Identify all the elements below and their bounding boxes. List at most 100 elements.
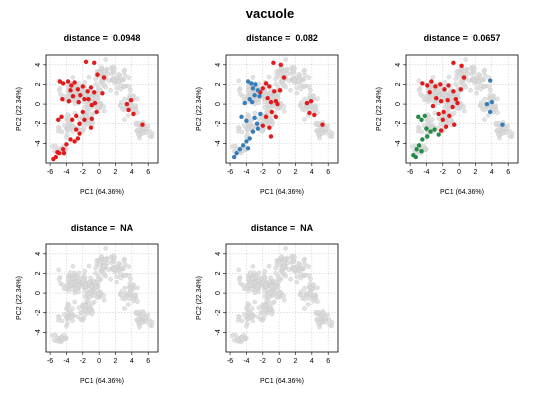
background-point <box>274 106 280 111</box>
plot-frame <box>45 243 159 353</box>
background-point <box>290 253 296 259</box>
background-point <box>281 293 286 298</box>
background-point <box>70 276 75 281</box>
data-point-red <box>265 96 270 101</box>
background-point <box>315 127 321 133</box>
data-point-green <box>428 129 433 134</box>
background-point <box>123 290 129 296</box>
data-point-red <box>440 117 445 123</box>
background-point <box>310 283 316 288</box>
data-point-red <box>443 124 449 129</box>
background-point <box>298 86 304 92</box>
data-point-red <box>267 125 272 130</box>
background-point <box>121 83 127 89</box>
background-point <box>149 131 155 136</box>
data-point-red <box>78 93 83 98</box>
background-point <box>122 96 127 102</box>
background-point <box>250 276 255 281</box>
panel-title: distance = NA <box>71 223 134 233</box>
data-point-blue <box>253 82 258 87</box>
data-point-red <box>74 127 79 132</box>
background-point <box>80 317 85 323</box>
x-tick-label: -2 <box>260 358 266 365</box>
background-point <box>453 76 458 82</box>
background-point <box>472 78 477 83</box>
background-point <box>315 316 321 322</box>
data-point-blue <box>234 150 239 156</box>
background-point <box>111 69 117 75</box>
background-point <box>236 78 242 84</box>
background-point <box>436 116 442 121</box>
background-point <box>267 279 273 284</box>
background-point <box>262 269 268 274</box>
background-point <box>301 258 307 263</box>
background-point <box>139 131 145 136</box>
background-point <box>262 104 268 110</box>
background-point <box>315 285 320 291</box>
background-point <box>66 276 72 282</box>
data-point-red <box>281 75 287 80</box>
data-point-red <box>451 89 456 94</box>
background-point <box>250 75 256 80</box>
background-point <box>439 121 444 127</box>
x-tick-label: -2 <box>80 169 86 176</box>
background-point <box>310 94 316 99</box>
data-point-red <box>131 111 136 117</box>
x-tick-label: -6 <box>47 358 53 365</box>
background-point <box>236 276 242 282</box>
background-point <box>448 94 454 100</box>
background-point <box>481 69 487 74</box>
plot-frame <box>225 54 339 164</box>
background-point <box>64 321 70 326</box>
data-point-red <box>65 79 71 84</box>
background-point <box>462 68 468 74</box>
background-point <box>116 72 122 77</box>
panel-title: distance = NA <box>251 223 314 233</box>
background-point <box>418 92 423 97</box>
background-point <box>145 123 151 129</box>
background-point <box>495 96 500 102</box>
background-point <box>86 109 91 115</box>
background-point <box>82 92 88 98</box>
background-point <box>308 87 313 93</box>
background-point <box>238 281 243 286</box>
background-point <box>478 103 484 109</box>
data-point-red <box>57 79 63 84</box>
background-point <box>250 264 256 269</box>
background-point <box>302 306 307 311</box>
background-point <box>132 292 138 297</box>
data-point-green <box>425 134 430 139</box>
background-point <box>236 317 241 323</box>
x-tick-label: -6 <box>227 169 233 176</box>
background-point <box>61 337 66 342</box>
x-tick-label: 2 <box>294 169 298 176</box>
data-point-red <box>94 109 99 115</box>
panel-title-label: distance = <box>246 33 290 43</box>
data-point-red <box>55 150 60 155</box>
y-axis-label: PC2 (22.34%) <box>16 87 23 131</box>
background-point <box>86 263 92 269</box>
x-axis-label: PC1 (64.36%) <box>260 378 304 385</box>
background-point <box>242 312 247 317</box>
background-point <box>99 65 104 70</box>
background-point <box>135 299 140 304</box>
background-point <box>509 131 515 136</box>
background-point <box>59 318 65 324</box>
background-point <box>488 87 493 93</box>
background-point <box>435 125 441 131</box>
background-point <box>269 122 275 128</box>
data-point-red <box>77 131 82 136</box>
background-point <box>268 283 274 289</box>
y-axis-label: PC2 (22.34%) <box>196 276 203 320</box>
data-point-red <box>269 109 274 115</box>
y-tick-label: 0 <box>395 102 402 106</box>
panel-title-label: distance = <box>251 223 295 233</box>
background-point <box>133 309 139 315</box>
data-point-red <box>304 100 310 106</box>
data-point-green <box>416 114 421 120</box>
data-point-red <box>267 84 272 89</box>
x-tick-label: -2 <box>440 169 446 176</box>
background-point <box>282 297 287 303</box>
data-point-red <box>92 60 97 66</box>
